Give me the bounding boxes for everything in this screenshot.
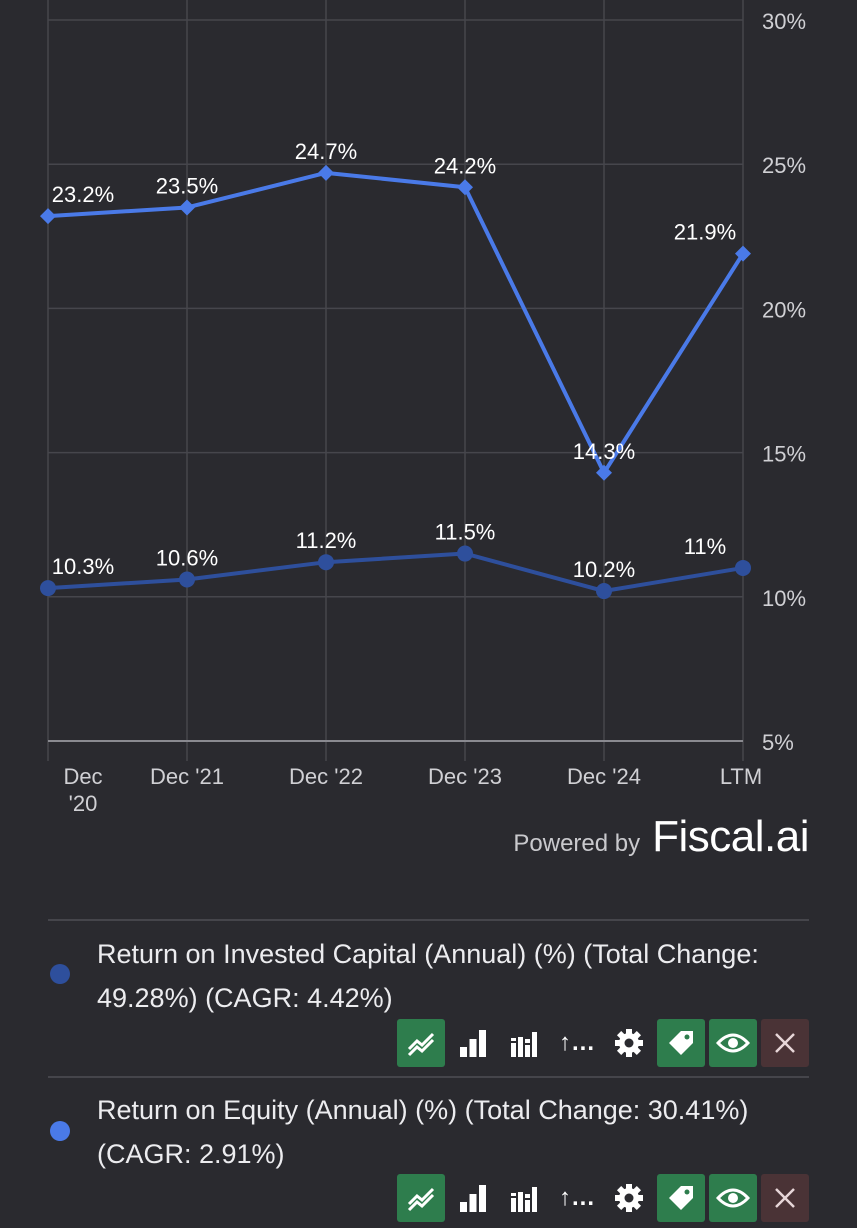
- eye-icon: [716, 1031, 750, 1055]
- data-point-roe: [179, 199, 195, 216]
- data-label-roic: 11%: [684, 534, 726, 559]
- data-point-roic: [596, 583, 612, 600]
- y-tick-label: 30%: [762, 9, 806, 34]
- close-button[interactable]: [761, 1019, 809, 1067]
- grouped-bar-chart-button[interactable]: [501, 1019, 549, 1067]
- data-label-roe: 14.3%: [573, 439, 635, 464]
- powered-by-label: Powered by: [513, 830, 641, 857]
- x-tick-label: Dec '20: [63, 764, 102, 816]
- x-tick-label: Dec '21: [150, 764, 224, 789]
- legend-dot-roe: [50, 1121, 70, 1141]
- grouped-bar-chart-icon: [509, 1182, 541, 1214]
- gear-icon: [613, 1027, 645, 1059]
- data-label-roe: 23.2%: [52, 182, 114, 207]
- sort-button[interactable]: ↑...: [553, 1174, 601, 1222]
- sort-icon: ↑...: [558, 1029, 595, 1056]
- data-label-roic: 11.5%: [435, 520, 496, 545]
- data-label-roic: 10.2%: [573, 557, 635, 582]
- series-toolbar-roe: ↑...: [397, 1174, 809, 1222]
- tag-button[interactable]: [657, 1174, 705, 1222]
- data-point-roic: [735, 559, 751, 576]
- legend-dot-roic: [50, 964, 70, 984]
- data-label-roe: 24.2%: [434, 153, 496, 178]
- x-tick-label: Dec '23: [428, 764, 502, 789]
- data-point-roic: [179, 571, 195, 588]
- data-label-roe: 24.7%: [295, 139, 357, 164]
- legend-item-roic[interactable]: Return on Invested Capital (Annual) (%) …: [48, 932, 809, 1072]
- bar-chart-icon: [457, 1027, 489, 1059]
- series-line-roe: [47, 170, 745, 475]
- line-chart-button[interactable]: [397, 1174, 445, 1222]
- legend-label-roe: Return on Equity (Annual) (%) (Total Cha…: [97, 1095, 749, 1169]
- line-chart: 30% 25% 20% 15% 10% 5% Dec '20 Dec '21 Dec '22 Dec…: [40, 0, 806, 816]
- x-tick-label: Dec '24: [567, 764, 641, 789]
- y-tick-label: 10%: [762, 586, 806, 611]
- brand-logo: Fiscal.ai: [652, 812, 809, 861]
- gear-icon: [613, 1182, 645, 1214]
- eye-button[interactable]: [709, 1019, 757, 1067]
- close-icon: [773, 1031, 797, 1055]
- tag-button[interactable]: [657, 1019, 705, 1067]
- eye-icon: [716, 1186, 750, 1210]
- series-toolbar-roic: ↑...: [397, 1019, 809, 1067]
- data-label-roic: 10.6%: [156, 545, 218, 570]
- legend-label-roic: Return on Invested Capital (Annual) (%) …: [97, 939, 759, 1013]
- bar-chart-button[interactable]: [449, 1019, 497, 1067]
- y-tick-label: 15%: [762, 442, 806, 467]
- x-tick-label: Dec '22: [289, 764, 363, 789]
- line-chart-icon: [406, 1028, 436, 1058]
- data-point-roe: [40, 208, 56, 225]
- bar-chart-button[interactable]: [449, 1174, 497, 1222]
- divider: [48, 919, 809, 921]
- grouped-bar-chart-icon: [509, 1027, 541, 1059]
- line-chart-button[interactable]: [397, 1019, 445, 1067]
- data-point-roe: [596, 464, 612, 481]
- bar-chart-icon: [457, 1182, 489, 1214]
- data-label-roic: 11.2%: [296, 528, 357, 553]
- eye-button[interactable]: [709, 1174, 757, 1222]
- close-button[interactable]: [761, 1174, 809, 1222]
- data-point-roic: [457, 545, 473, 562]
- tag-icon: [665, 1027, 697, 1059]
- x-tick-label: LTM: [720, 764, 762, 789]
- tag-icon: [665, 1182, 697, 1214]
- y-tick-label: 25%: [762, 153, 806, 178]
- gear-button[interactable]: [605, 1019, 653, 1067]
- powered-by[interactable]: Powered by Fiscal.ai: [513, 812, 809, 862]
- series-line-roic: [47, 551, 744, 594]
- data-label-roe: 23.5%: [156, 173, 218, 198]
- data-label-roe: 21.9%: [674, 220, 736, 245]
- divider: [48, 1076, 809, 1078]
- data-label-roic: 10.3%: [52, 554, 114, 579]
- line-chart-icon: [406, 1183, 436, 1213]
- data-point-roe: [735, 245, 751, 262]
- close-icon: [773, 1186, 797, 1210]
- gear-button[interactable]: [605, 1174, 653, 1222]
- data-point-roe: [318, 164, 334, 181]
- sort-button[interactable]: ↑...: [553, 1019, 601, 1067]
- data-point-roic: [40, 580, 56, 597]
- data-point-roic: [318, 554, 334, 571]
- y-tick-label: 5%: [762, 730, 794, 755]
- y-tick-label: 20%: [762, 297, 806, 322]
- data-point-roe: [457, 179, 473, 196]
- sort-icon: ↑...: [558, 1184, 595, 1211]
- legend-item-roe[interactable]: Return on Equity (Annual) (%) (Total Cha…: [48, 1088, 809, 1228]
- grouped-bar-chart-button[interactable]: [501, 1174, 549, 1222]
